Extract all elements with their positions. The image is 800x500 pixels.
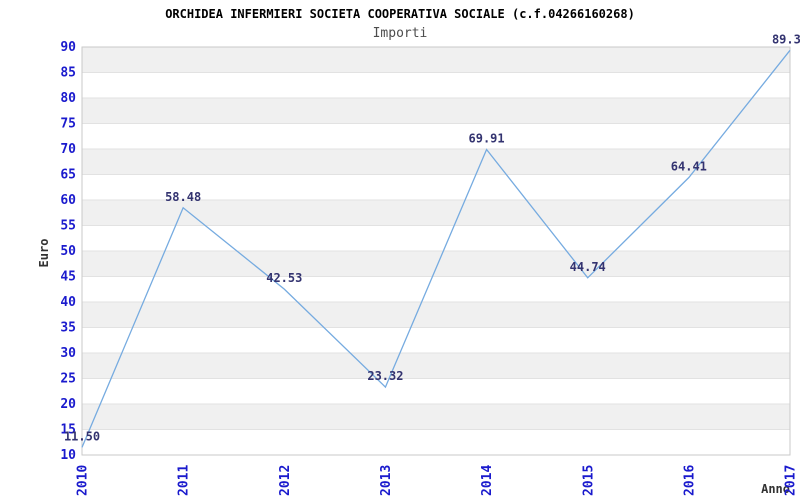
plot-band: [82, 174, 790, 200]
plot-band: [82, 72, 790, 98]
plot-band: [82, 47, 790, 73]
plot-band: [82, 200, 790, 226]
y-tick-label: 30: [60, 346, 76, 361]
plot-band: [82, 353, 790, 379]
data-point-label: 64.41: [671, 160, 707, 174]
y-tick-label: 65: [60, 168, 76, 183]
data-point-label: 69.91: [469, 131, 505, 145]
plot-band: [82, 378, 790, 404]
y-tick-label: 45: [60, 270, 76, 285]
data-line: [81, 49, 791, 448]
data-point-label: 44.74: [570, 260, 606, 274]
y-tick-label: 85: [60, 66, 76, 81]
plot-band: [82, 123, 790, 149]
data-point-label: 23.32: [367, 369, 403, 383]
y-tick-label: 50: [60, 244, 76, 259]
y-tick-label: 75: [60, 117, 76, 132]
x-tick-label: 2016: [682, 465, 697, 496]
y-tick-label: 25: [60, 372, 76, 387]
data-point-label: 58.48: [165, 190, 201, 204]
y-tick-label: 80: [60, 91, 76, 106]
x-tick-label: 2012: [278, 465, 293, 496]
plot-band: [82, 327, 790, 353]
chart-title: ORCHIDEA INFERMIERI SOCIETA COOPERATIVA …: [165, 7, 635, 21]
x-tick-label: 2013: [379, 465, 394, 496]
y-tick-label: 35: [60, 321, 76, 336]
y-tick-label: 20: [60, 397, 76, 412]
plot-band: [82, 276, 790, 302]
chart-subtitle: Importi: [372, 26, 428, 41]
data-point-label: 11.50: [64, 429, 100, 443]
plot-band: [82, 225, 790, 251]
data-point-label: 89.35: [772, 32, 800, 46]
plot-border: [81, 46, 791, 456]
y-tick-label: 70: [60, 142, 76, 157]
x-tick-label: 2014: [480, 465, 495, 496]
y-tick-label: 15: [60, 423, 76, 438]
plot-band: [82, 404, 790, 430]
y-tick-label: 55: [60, 219, 76, 234]
y-tick-label: 40: [60, 295, 76, 310]
plot-band: [82, 149, 790, 175]
y-tick-label: 90: [60, 40, 76, 55]
plot-band: [82, 251, 790, 277]
x-tick-label: 2015: [581, 465, 596, 496]
x-tick-label: 2011: [177, 465, 192, 496]
x-axis-title: Anno: [761, 482, 790, 496]
x-tick-label: 2017: [784, 465, 799, 496]
y-tick-label: 10: [60, 448, 76, 463]
plot-band: [82, 302, 790, 328]
plot-band: [82, 429, 790, 455]
y-tick-label: 60: [60, 193, 76, 208]
plot-band: [82, 98, 790, 124]
data-point-label: 42.53: [266, 271, 302, 285]
x-tick-label: 2010: [76, 465, 91, 496]
